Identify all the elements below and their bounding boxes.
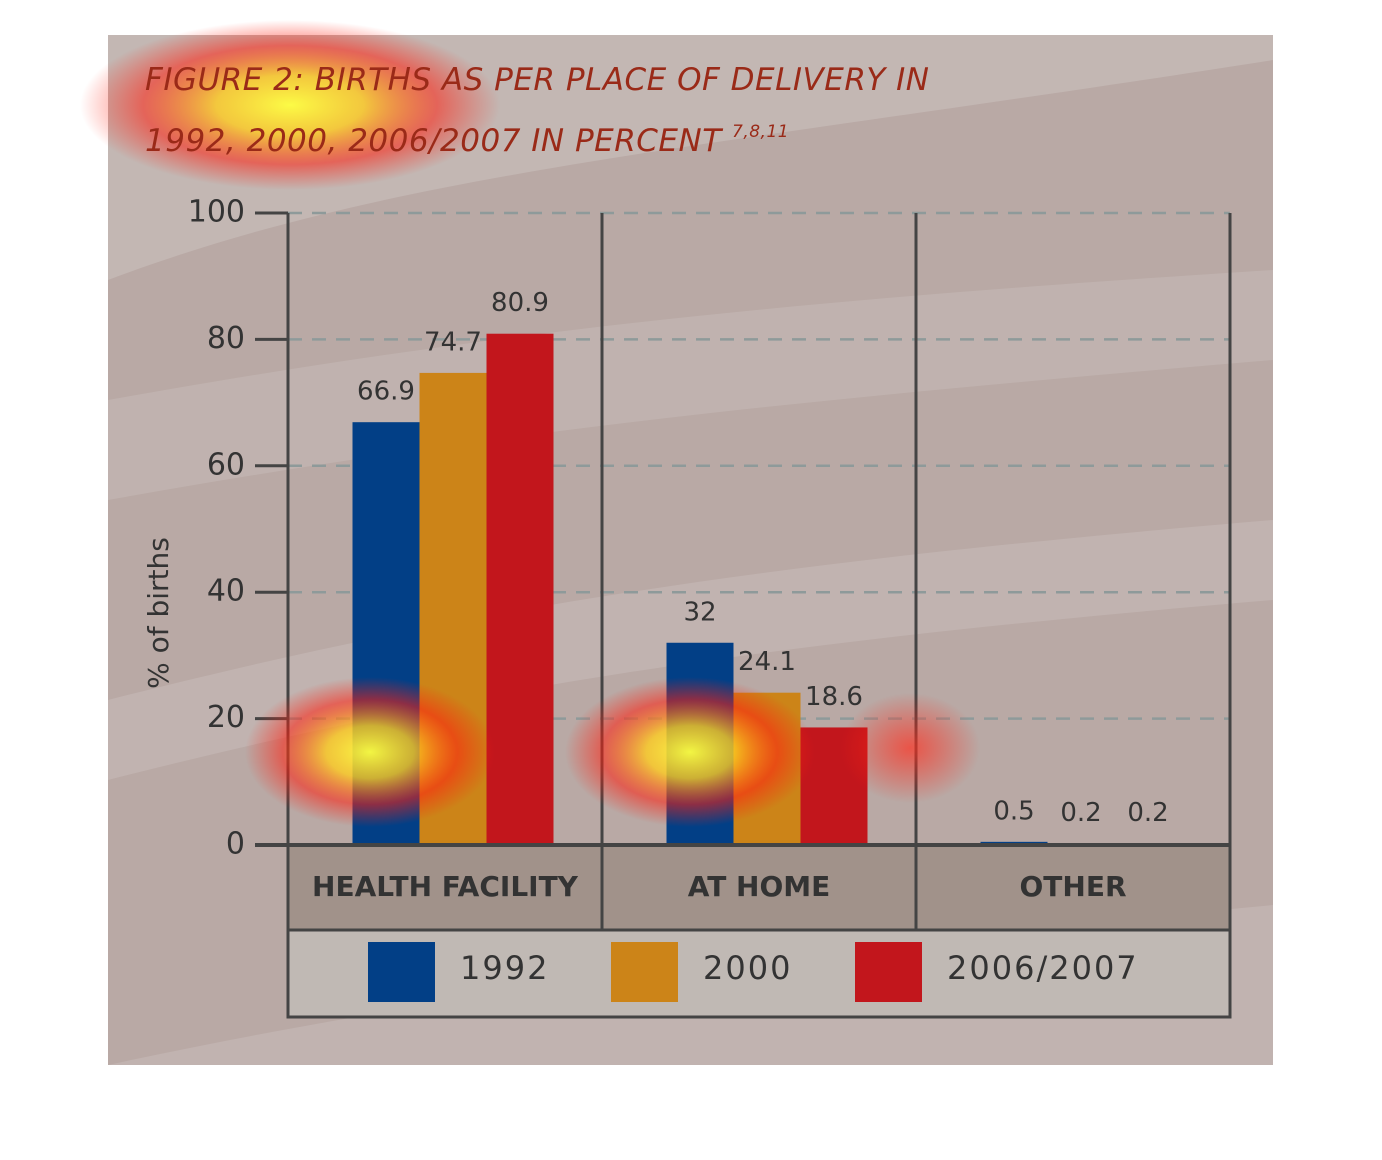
legend-swatch — [611, 942, 678, 1002]
bar — [486, 333, 554, 845]
y-tick-label: 40 — [207, 574, 245, 609]
x-tick-label: AT HOME — [688, 870, 831, 903]
value-label: 0.2 — [1060, 798, 1101, 828]
heatmap-blob — [245, 677, 495, 827]
value-label: 0.2 — [1127, 798, 1168, 828]
heatmap-blob — [565, 677, 815, 827]
value-label: 66.9 — [357, 377, 415, 407]
legend-label: 2000 — [703, 949, 792, 987]
y-tick-label: 100 — [188, 195, 245, 230]
legend-box — [286, 928, 1232, 1019]
chart-title: FIGURE 2: BIRTHS AS PER PLACE OF DELIVER… — [145, 54, 995, 167]
y-axis-label: % of births — [142, 537, 175, 689]
title-text: FIGURE 2: BIRTHS AS PER PLACE OF DELIVER… — [145, 62, 930, 159]
y-tick-label: 0 — [226, 827, 245, 862]
title-refs: 7,8,11 — [732, 122, 790, 142]
y-tick-label: 60 — [207, 447, 245, 482]
y-tick-label: 20 — [207, 700, 245, 735]
heatmap-blob — [840, 693, 980, 803]
heatmap-blob — [80, 20, 500, 190]
value-label: 80.9 — [491, 288, 549, 318]
y-tick-label: 80 — [207, 321, 245, 356]
legend-swatch — [855, 942, 922, 1002]
value-label: 24.1 — [738, 647, 796, 677]
category-band — [288, 845, 1230, 930]
value-label: 32 — [683, 597, 716, 627]
x-tick-label: HEALTH FACILITY — [312, 870, 579, 903]
legend-label: 1992 — [460, 949, 549, 987]
legend-swatch — [368, 942, 435, 1002]
value-label: 0.5 — [993, 796, 1034, 826]
value-label: 18.6 — [805, 682, 863, 712]
legend-label: 2006/2007 — [947, 949, 1139, 987]
value-label: 74.7 — [424, 327, 482, 357]
x-tick-label: OTHER — [1019, 870, 1126, 903]
